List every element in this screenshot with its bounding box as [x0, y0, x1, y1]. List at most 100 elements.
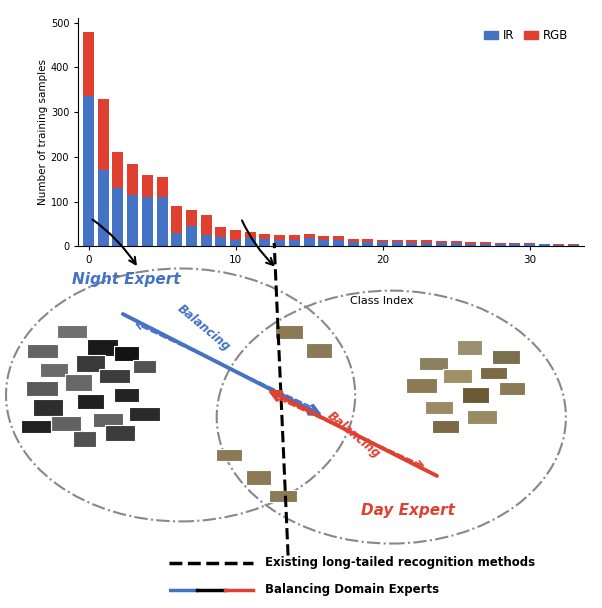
Bar [33, 399, 63, 416]
Bar [421, 240, 432, 243]
Bar [129, 407, 160, 421]
Bar [318, 236, 329, 240]
Text: Day Expert: Day Expert [361, 503, 455, 518]
Bar [450, 241, 462, 243]
Bar [568, 245, 579, 246]
Bar [539, 244, 550, 246]
Bar [259, 234, 270, 239]
Bar [245, 232, 256, 238]
Y-axis label: Number of training samples: Number of training samples [38, 59, 48, 206]
Bar [77, 394, 104, 409]
Bar [553, 245, 565, 246]
Bar [259, 239, 270, 246]
Bar [26, 381, 58, 396]
Bar [289, 240, 300, 246]
Bar [465, 242, 476, 244]
Bar [480, 244, 491, 246]
Bar [467, 410, 497, 424]
Bar [98, 98, 109, 170]
Text: Existing long-tailed recognition methods: Existing long-tailed recognition methods [265, 556, 536, 569]
Bar [524, 244, 535, 246]
Text: Balancing Domain Experts: Balancing Domain Experts [265, 584, 439, 596]
Bar [87, 339, 117, 356]
Bar [113, 153, 123, 188]
Bar [57, 325, 87, 338]
Bar [216, 449, 241, 461]
Bar [133, 360, 156, 373]
Bar [491, 350, 520, 364]
Bar [406, 240, 417, 243]
Bar [99, 370, 130, 382]
Bar [333, 236, 344, 240]
Bar [495, 243, 506, 244]
Bar [142, 174, 153, 197]
Bar [245, 238, 256, 246]
Bar [443, 368, 472, 383]
Bar [26, 344, 58, 358]
Bar [457, 340, 482, 355]
Bar [274, 235, 285, 240]
Bar [142, 197, 153, 246]
Bar [114, 388, 138, 402]
Bar [406, 378, 437, 393]
Bar [21, 420, 51, 433]
Bar [200, 215, 212, 235]
Bar [51, 416, 81, 430]
Bar [105, 425, 135, 441]
Bar [509, 243, 520, 244]
Bar [113, 188, 123, 246]
Bar [127, 195, 138, 246]
Bar [216, 227, 226, 237]
Bar [553, 244, 565, 245]
Bar [495, 244, 506, 246]
Bar [186, 226, 197, 246]
Bar [157, 197, 167, 246]
Bar [303, 234, 315, 238]
Bar [171, 233, 182, 246]
Bar [246, 469, 272, 485]
Bar [419, 357, 448, 370]
Bar [436, 241, 447, 243]
Bar [436, 243, 447, 246]
Bar [462, 387, 489, 403]
Bar [377, 242, 388, 246]
Bar [65, 374, 92, 391]
Bar [269, 490, 297, 502]
Bar [347, 242, 359, 246]
Bar [498, 382, 525, 395]
Bar [200, 235, 212, 246]
Bar [509, 244, 520, 246]
Bar [114, 347, 139, 361]
Bar [392, 240, 403, 242]
Bar [568, 244, 579, 245]
Bar [406, 243, 417, 246]
Bar [216, 237, 226, 246]
Bar [318, 240, 329, 246]
Bar [426, 401, 453, 414]
Bar [450, 243, 462, 246]
Bar [289, 235, 300, 240]
Bar [127, 164, 138, 195]
Text: Class Index: Class Index [350, 297, 414, 306]
Bar [303, 238, 315, 246]
Bar [157, 177, 167, 197]
Bar [306, 344, 332, 358]
Bar [83, 97, 94, 246]
Bar [73, 431, 96, 447]
Bar [186, 210, 197, 226]
Bar [392, 242, 403, 246]
Bar [524, 243, 535, 244]
Bar [465, 244, 476, 246]
Text: Balancing: Balancing [325, 410, 383, 461]
Legend: IR, RGB: IR, RGB [479, 24, 573, 47]
Bar [480, 367, 507, 379]
Bar [93, 413, 123, 427]
Bar [333, 240, 344, 246]
Bar [83, 32, 94, 97]
Bar [377, 240, 388, 242]
Text: Balancing: Balancing [175, 302, 232, 354]
Bar [432, 420, 459, 434]
Bar [275, 325, 303, 339]
Bar [230, 230, 241, 240]
Bar [40, 362, 68, 377]
